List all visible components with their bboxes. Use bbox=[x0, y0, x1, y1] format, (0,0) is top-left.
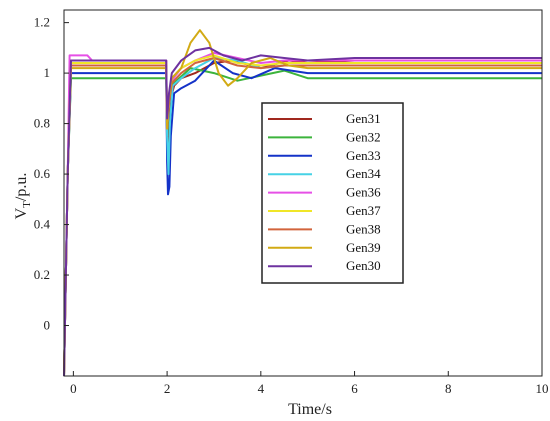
y-tick-label: 0.4 bbox=[34, 217, 51, 232]
plot-frame bbox=[63, 9, 543, 377]
y-tick-label: 0.8 bbox=[34, 116, 50, 131]
axis-ticks: 0 2 4 6 8 10 0 0.2 0.4 0.6 0.8 1 1.2 bbox=[34, 15, 549, 396]
legend-label-gen38: Gen38 bbox=[346, 221, 381, 236]
legend-label-gen30: Gen30 bbox=[346, 258, 381, 273]
x-tick-label: 2 bbox=[164, 381, 171, 396]
y-axis-label-main: V bbox=[13, 207, 30, 219]
series-line-gen32 bbox=[63, 67, 542, 377]
x-tick-label: 4 bbox=[258, 381, 265, 396]
legend-label-gen33: Gen33 bbox=[346, 148, 381, 163]
series-line-gen30 bbox=[63, 46, 542, 377]
y-tick-label: 1.2 bbox=[34, 15, 50, 30]
plot-lines bbox=[63, 29, 542, 377]
y-axis-label-rest: /p.u. bbox=[13, 173, 30, 201]
x-tick-label: 6 bbox=[351, 381, 358, 396]
y-axis-label: VT/p.u. bbox=[13, 173, 33, 220]
x-tick-label: 0 bbox=[70, 381, 77, 396]
y-tick-label: 0.6 bbox=[34, 166, 51, 181]
series-line-gen38 bbox=[63, 57, 542, 377]
legend-label-gen32: Gen32 bbox=[346, 129, 381, 144]
legend-label-gen36: Gen36 bbox=[346, 185, 381, 200]
x-tick-label: 10 bbox=[536, 381, 549, 396]
y-tick-label: 0.2 bbox=[34, 267, 50, 282]
legend: Gen31 Gen32 Gen33 Gen34 Gen36 Gen37 Gen38 Gen39… bbox=[261, 102, 404, 284]
legend-label-gen34: Gen34 bbox=[346, 166, 381, 181]
legend-label-gen39: Gen39 bbox=[346, 240, 381, 255]
x-tick-label: 8 bbox=[445, 381, 452, 396]
legend-label-gen31: Gen31 bbox=[346, 111, 381, 126]
series-line-gen33 bbox=[63, 59, 542, 377]
y-tick-label: 0 bbox=[44, 318, 51, 333]
y-axis-label-sub: T bbox=[21, 201, 33, 208]
x-axis-label: Time/s bbox=[288, 401, 332, 418]
legend-label-gen37: Gen37 bbox=[346, 203, 381, 218]
y-tick-label: 1 bbox=[44, 65, 51, 80]
series-line-gen37 bbox=[63, 54, 542, 377]
